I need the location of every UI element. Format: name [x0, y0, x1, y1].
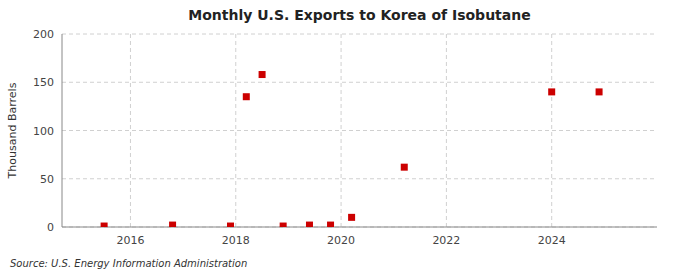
- y-tick-label: 150: [33, 76, 54, 89]
- x-tick-label: 2018: [222, 234, 250, 247]
- y-tick-label: 50: [40, 173, 54, 186]
- x-tick-label: 2024: [538, 234, 566, 247]
- y-axis-line: [62, 34, 63, 227]
- points: [101, 71, 603, 227]
- y-grid-line: [62, 227, 657, 228]
- x-grid-line: [130, 34, 131, 227]
- point: [227, 223, 234, 227]
- y-grid-line: [62, 82, 657, 83]
- x-tick-label: 2020: [327, 234, 355, 247]
- point: [101, 223, 108, 227]
- x-grid-line: [235, 34, 236, 227]
- point: [348, 214, 355, 221]
- chart-svg: 0 50 100 150 200 2016 2018 2020 2022 2024 Monthly …: [0, 0, 675, 275]
- title: Monthly U.S. Exports to Korea of Isobuta…: [188, 7, 530, 23]
- y-grid-line: [62, 130, 657, 131]
- y-axis-label: Thousand Barrels: [6, 82, 19, 179]
- x-grid-line: [551, 34, 552, 227]
- point: [259, 71, 266, 78]
- y-tick-label: 0: [47, 221, 54, 234]
- x-tick-label: 2016: [116, 234, 144, 247]
- x-grid-line: [446, 34, 447, 227]
- x-axis-line: [62, 227, 657, 228]
- source-note: Source: U.S. Energy Information Administ…: [10, 258, 247, 269]
- y-tick-label: 100: [33, 125, 54, 138]
- point: [306, 222, 313, 227]
- chart-container: 0 50 100 150 200 2016 2018 2020 2022 2024 Monthly …: [0, 0, 675, 275]
- y-grid-line: [62, 178, 657, 179]
- point: [280, 223, 287, 227]
- point: [596, 88, 603, 95]
- tick-labels: 0 50 100 150 200 2016 2018 2020 2022 2024: [33, 28, 566, 247]
- grid: [62, 34, 657, 227]
- x-tick-label: 2022: [432, 234, 460, 247]
- x-grid-line: [341, 34, 342, 227]
- point: [243, 93, 250, 100]
- point: [401, 164, 408, 171]
- point: [169, 222, 176, 227]
- point: [548, 88, 555, 95]
- y-grid-line: [62, 34, 657, 35]
- point: [327, 222, 334, 227]
- y-tick-label: 200: [33, 28, 54, 41]
